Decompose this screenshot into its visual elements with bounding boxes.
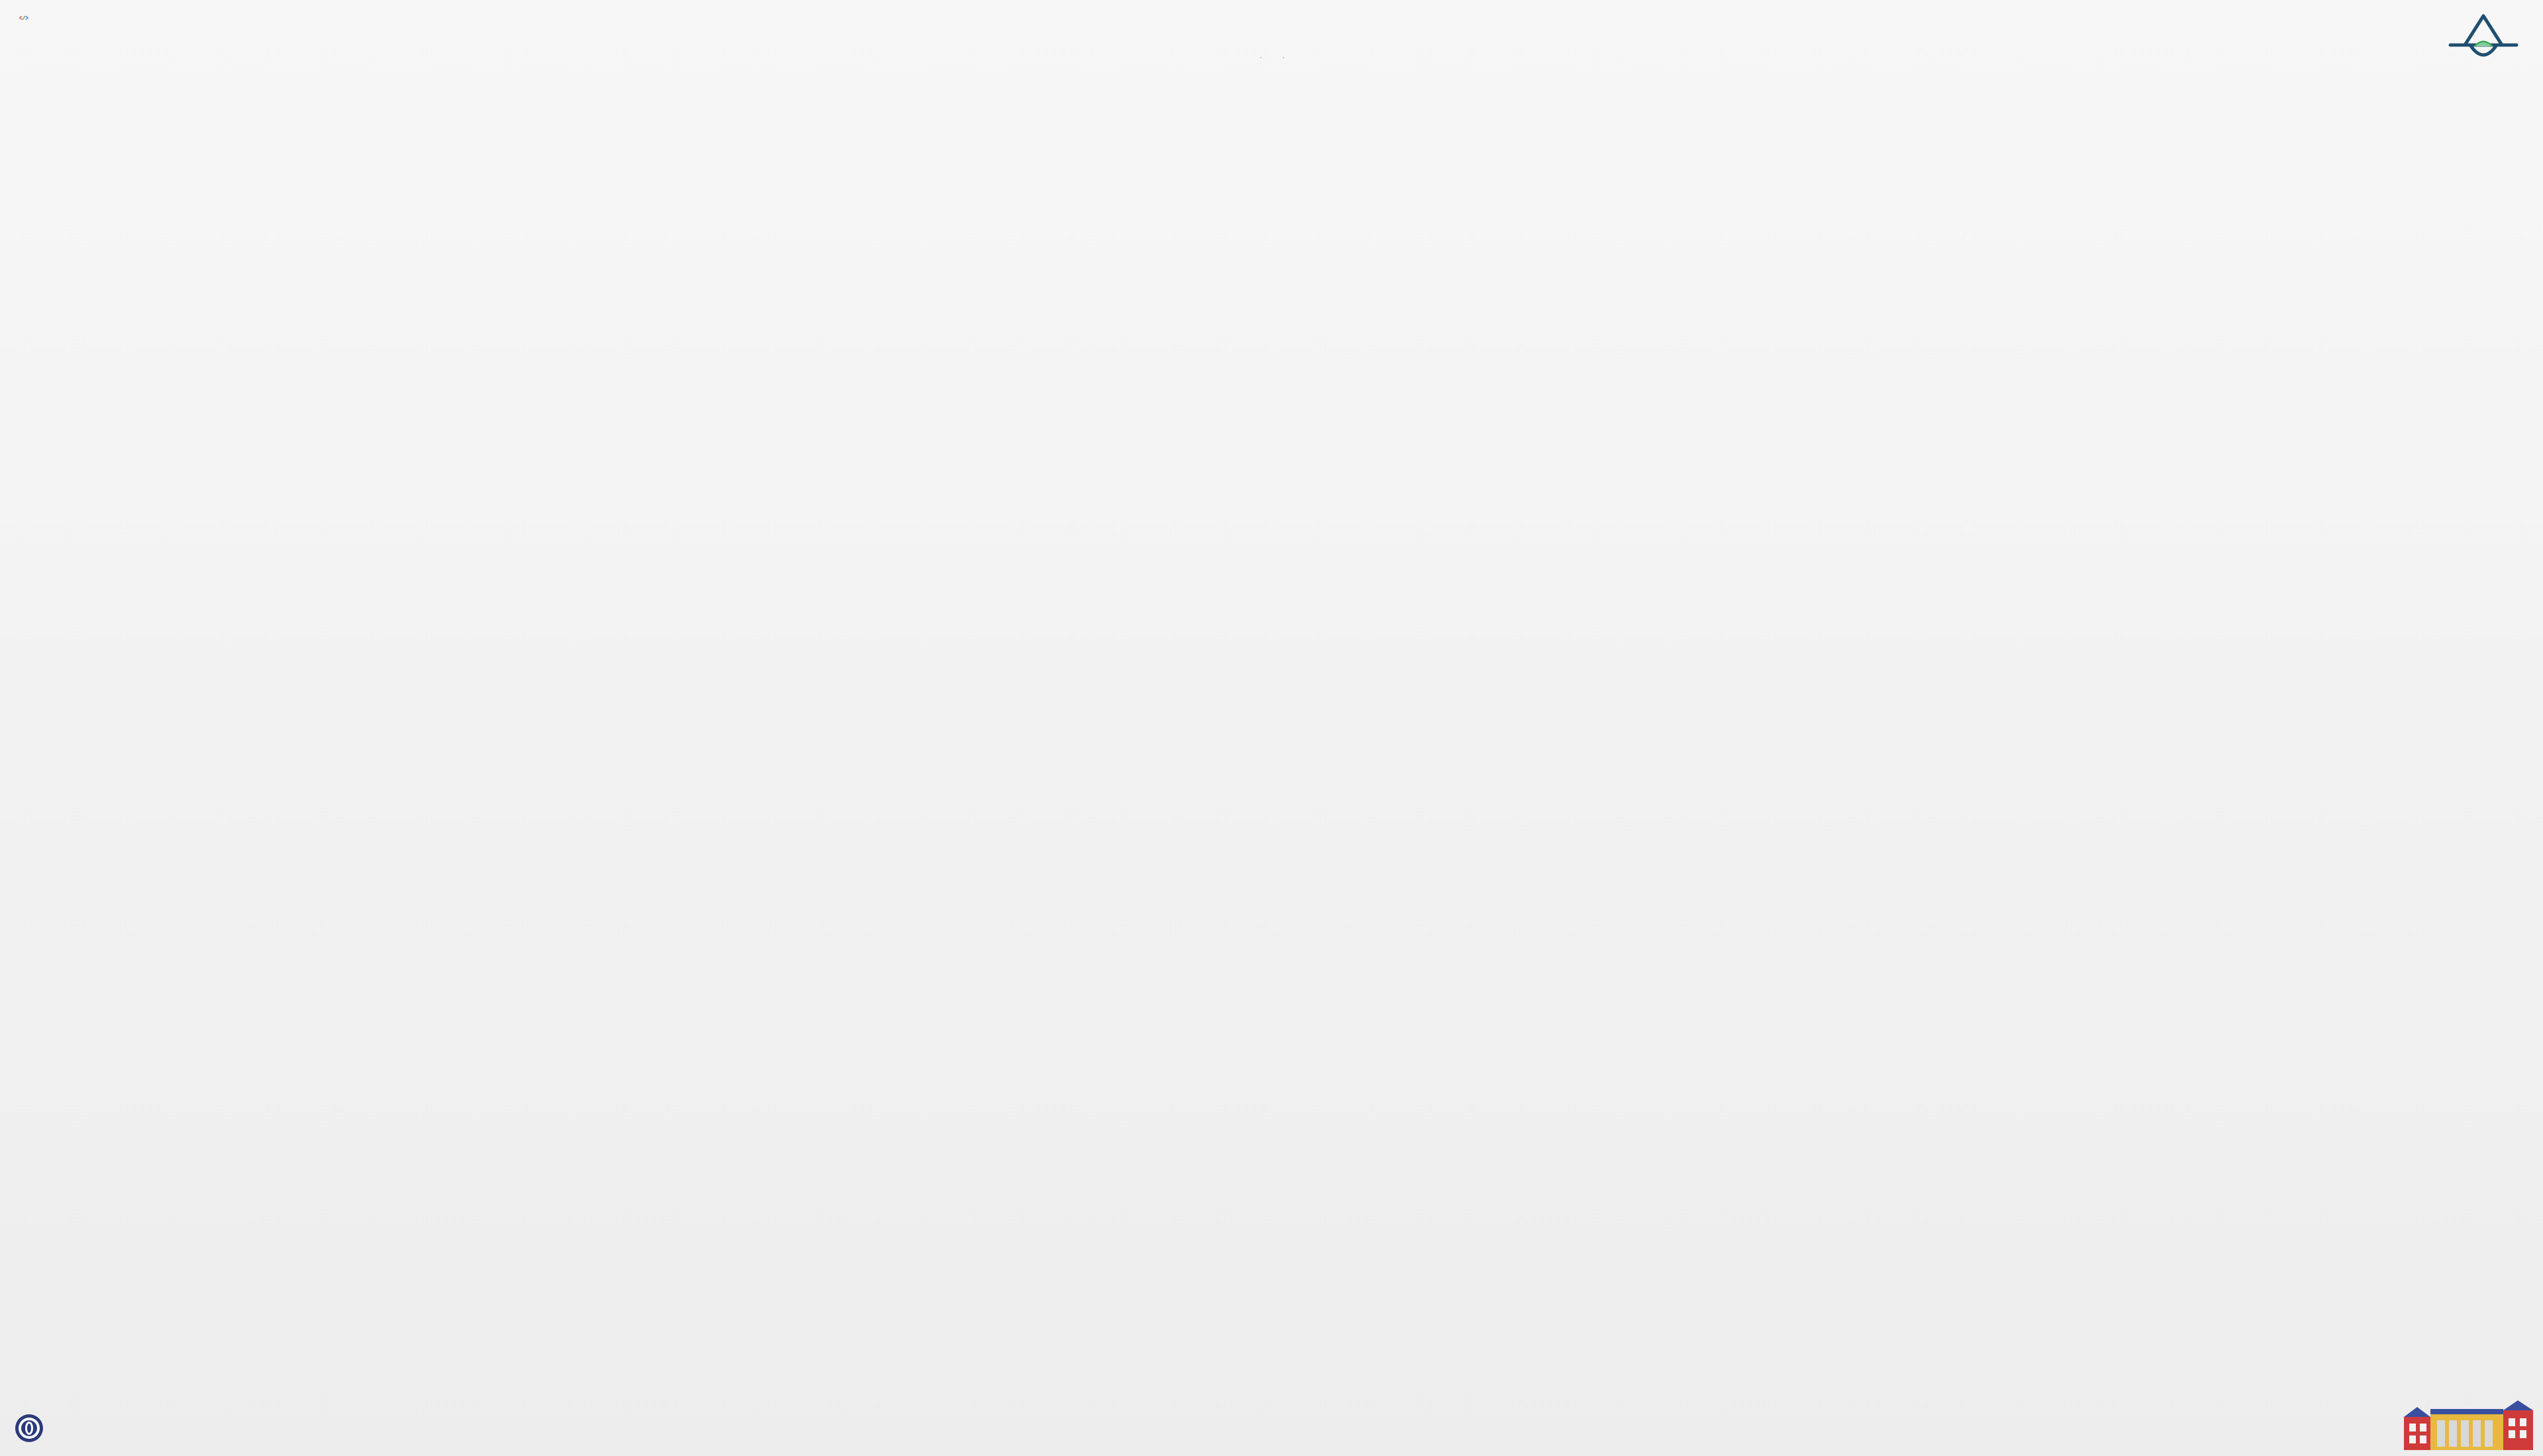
- accuracy-plot-area: [1283, 57, 1284, 58]
- slide: [0, 0, 2543, 1456]
- accuracy-chart-outer: [1281, 57, 1284, 58]
- accuracy-chart: [1281, 53, 1284, 62]
- university-seal-icon: [15, 1414, 44, 1443]
- charts-row: [20, 53, 2523, 62]
- agritech-brand: [2444, 12, 2523, 68]
- campus-building-icon: [2397, 1390, 2536, 1456]
- solution-challenge-brand: [19, 13, 33, 21]
- loss-chart-outer: [1259, 57, 1262, 58]
- loss-plot-area: [1260, 57, 1262, 58]
- loss-chart: [1259, 53, 1262, 62]
- agritech-logo-icon: [2444, 12, 2523, 65]
- university-brand: [15, 1414, 50, 1443]
- gdsc-icon: [19, 15, 29, 21]
- brand-subtitle-row: [19, 15, 33, 21]
